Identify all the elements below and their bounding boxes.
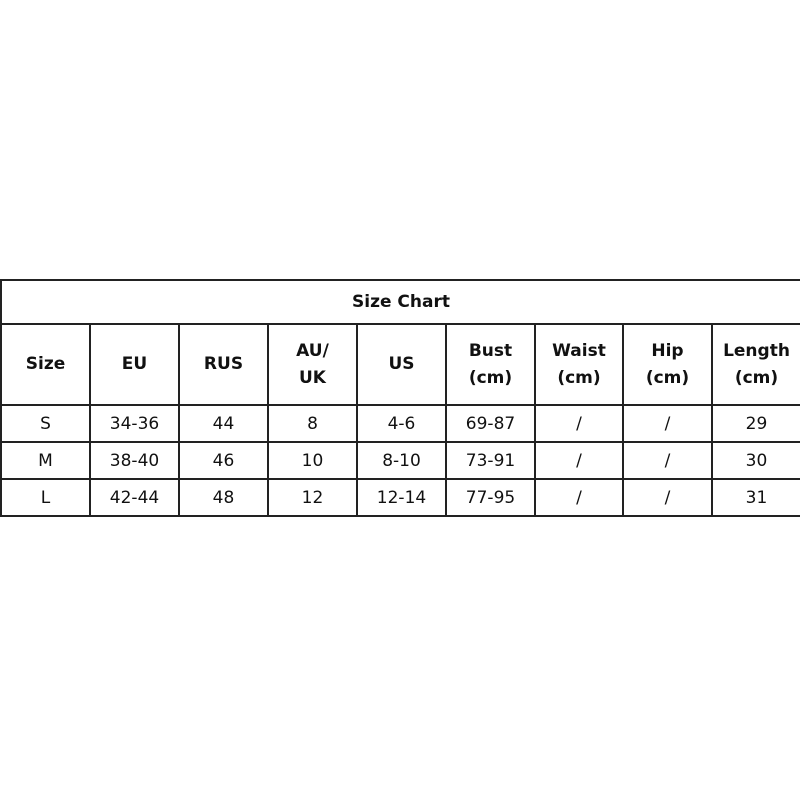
column-header: Length (cm)	[711, 323, 800, 406]
column-header-line: RUS	[203, 354, 244, 374]
column-header-line: Hip	[651, 340, 684, 361]
table-cell: 8-10	[356, 441, 447, 480]
column-header-line: (cm)	[645, 367, 690, 388]
table-cell: 73-91	[445, 441, 536, 480]
column-header: AU/UK	[267, 323, 358, 406]
table-cell: /	[534, 478, 624, 517]
table-cell: M	[0, 441, 91, 480]
column-header: RUS	[178, 323, 269, 406]
table-cell: /	[622, 441, 713, 480]
column-header-line: (cm)	[557, 367, 601, 388]
table-cell: 4-6	[356, 404, 447, 443]
table-cell: 77-95	[445, 478, 536, 517]
column-header: EU	[89, 323, 180, 406]
table-cell: 69-87	[445, 404, 536, 443]
table-cell: 42-44	[89, 478, 180, 517]
table-body: S 34-36 44 8 4-6 69-87//29 M 38-40 46 10 8-10 73-91…	[0, 404, 800, 517]
column-header-line: EU	[121, 354, 148, 374]
column-header-line: Size	[25, 354, 66, 374]
table-cell: /	[622, 404, 713, 443]
column-header-line: Bust	[468, 340, 513, 361]
column-header-line: (cm)	[468, 367, 513, 388]
table-row: L 42-44 48 12 12-14 77-95//31	[0, 478, 800, 517]
column-header: Hip (cm)	[622, 323, 713, 406]
table-cell: 30	[711, 441, 800, 480]
column-header: Waist (cm)	[534, 323, 624, 406]
table-row: S 34-36 44 8 4-6 69-87//29	[0, 404, 800, 443]
column-header: US	[356, 323, 447, 406]
table-cell: 44	[178, 404, 269, 443]
column-header-line: US	[388, 354, 415, 374]
column-header-line: Waist	[552, 340, 606, 361]
header-row: Size EU RUS AU/UK US Bust (cm) Waist (cm) Hip (cm)…	[0, 323, 800, 406]
table-cell: /	[534, 404, 624, 443]
column-header-line: AU/	[296, 340, 329, 361]
table-cell: 31	[711, 478, 800, 517]
table-cell: L	[0, 478, 91, 517]
table-cell: 48	[178, 478, 269, 517]
table-cell: 10	[267, 441, 358, 480]
table-cell: /	[534, 441, 624, 480]
table-cell: 12	[267, 478, 358, 517]
table-cell: S	[0, 404, 91, 443]
table-row: M 38-40 46 10 8-10 73-91//30	[0, 441, 800, 480]
table-cell: 8	[267, 404, 358, 443]
column-header-line: UK	[299, 367, 326, 388]
table-cell: 29	[711, 404, 800, 443]
table-cell: 12-14	[356, 478, 447, 517]
size-chart-table: Size Chart Size EU RUS AU/UK US Bust (cm) Waist…	[0, 279, 800, 517]
column-header-line: (cm)	[734, 367, 779, 388]
table-cell: /	[622, 478, 713, 517]
column-header: Bust (cm)	[445, 323, 536, 406]
table-cell: 38-40	[89, 441, 180, 480]
column-header-line: Length	[723, 340, 790, 361]
table-cell: 34-36	[89, 404, 180, 443]
table-title: Size Chart	[0, 279, 800, 325]
table-cell: 46	[178, 441, 269, 480]
column-header: Size	[0, 323, 91, 406]
